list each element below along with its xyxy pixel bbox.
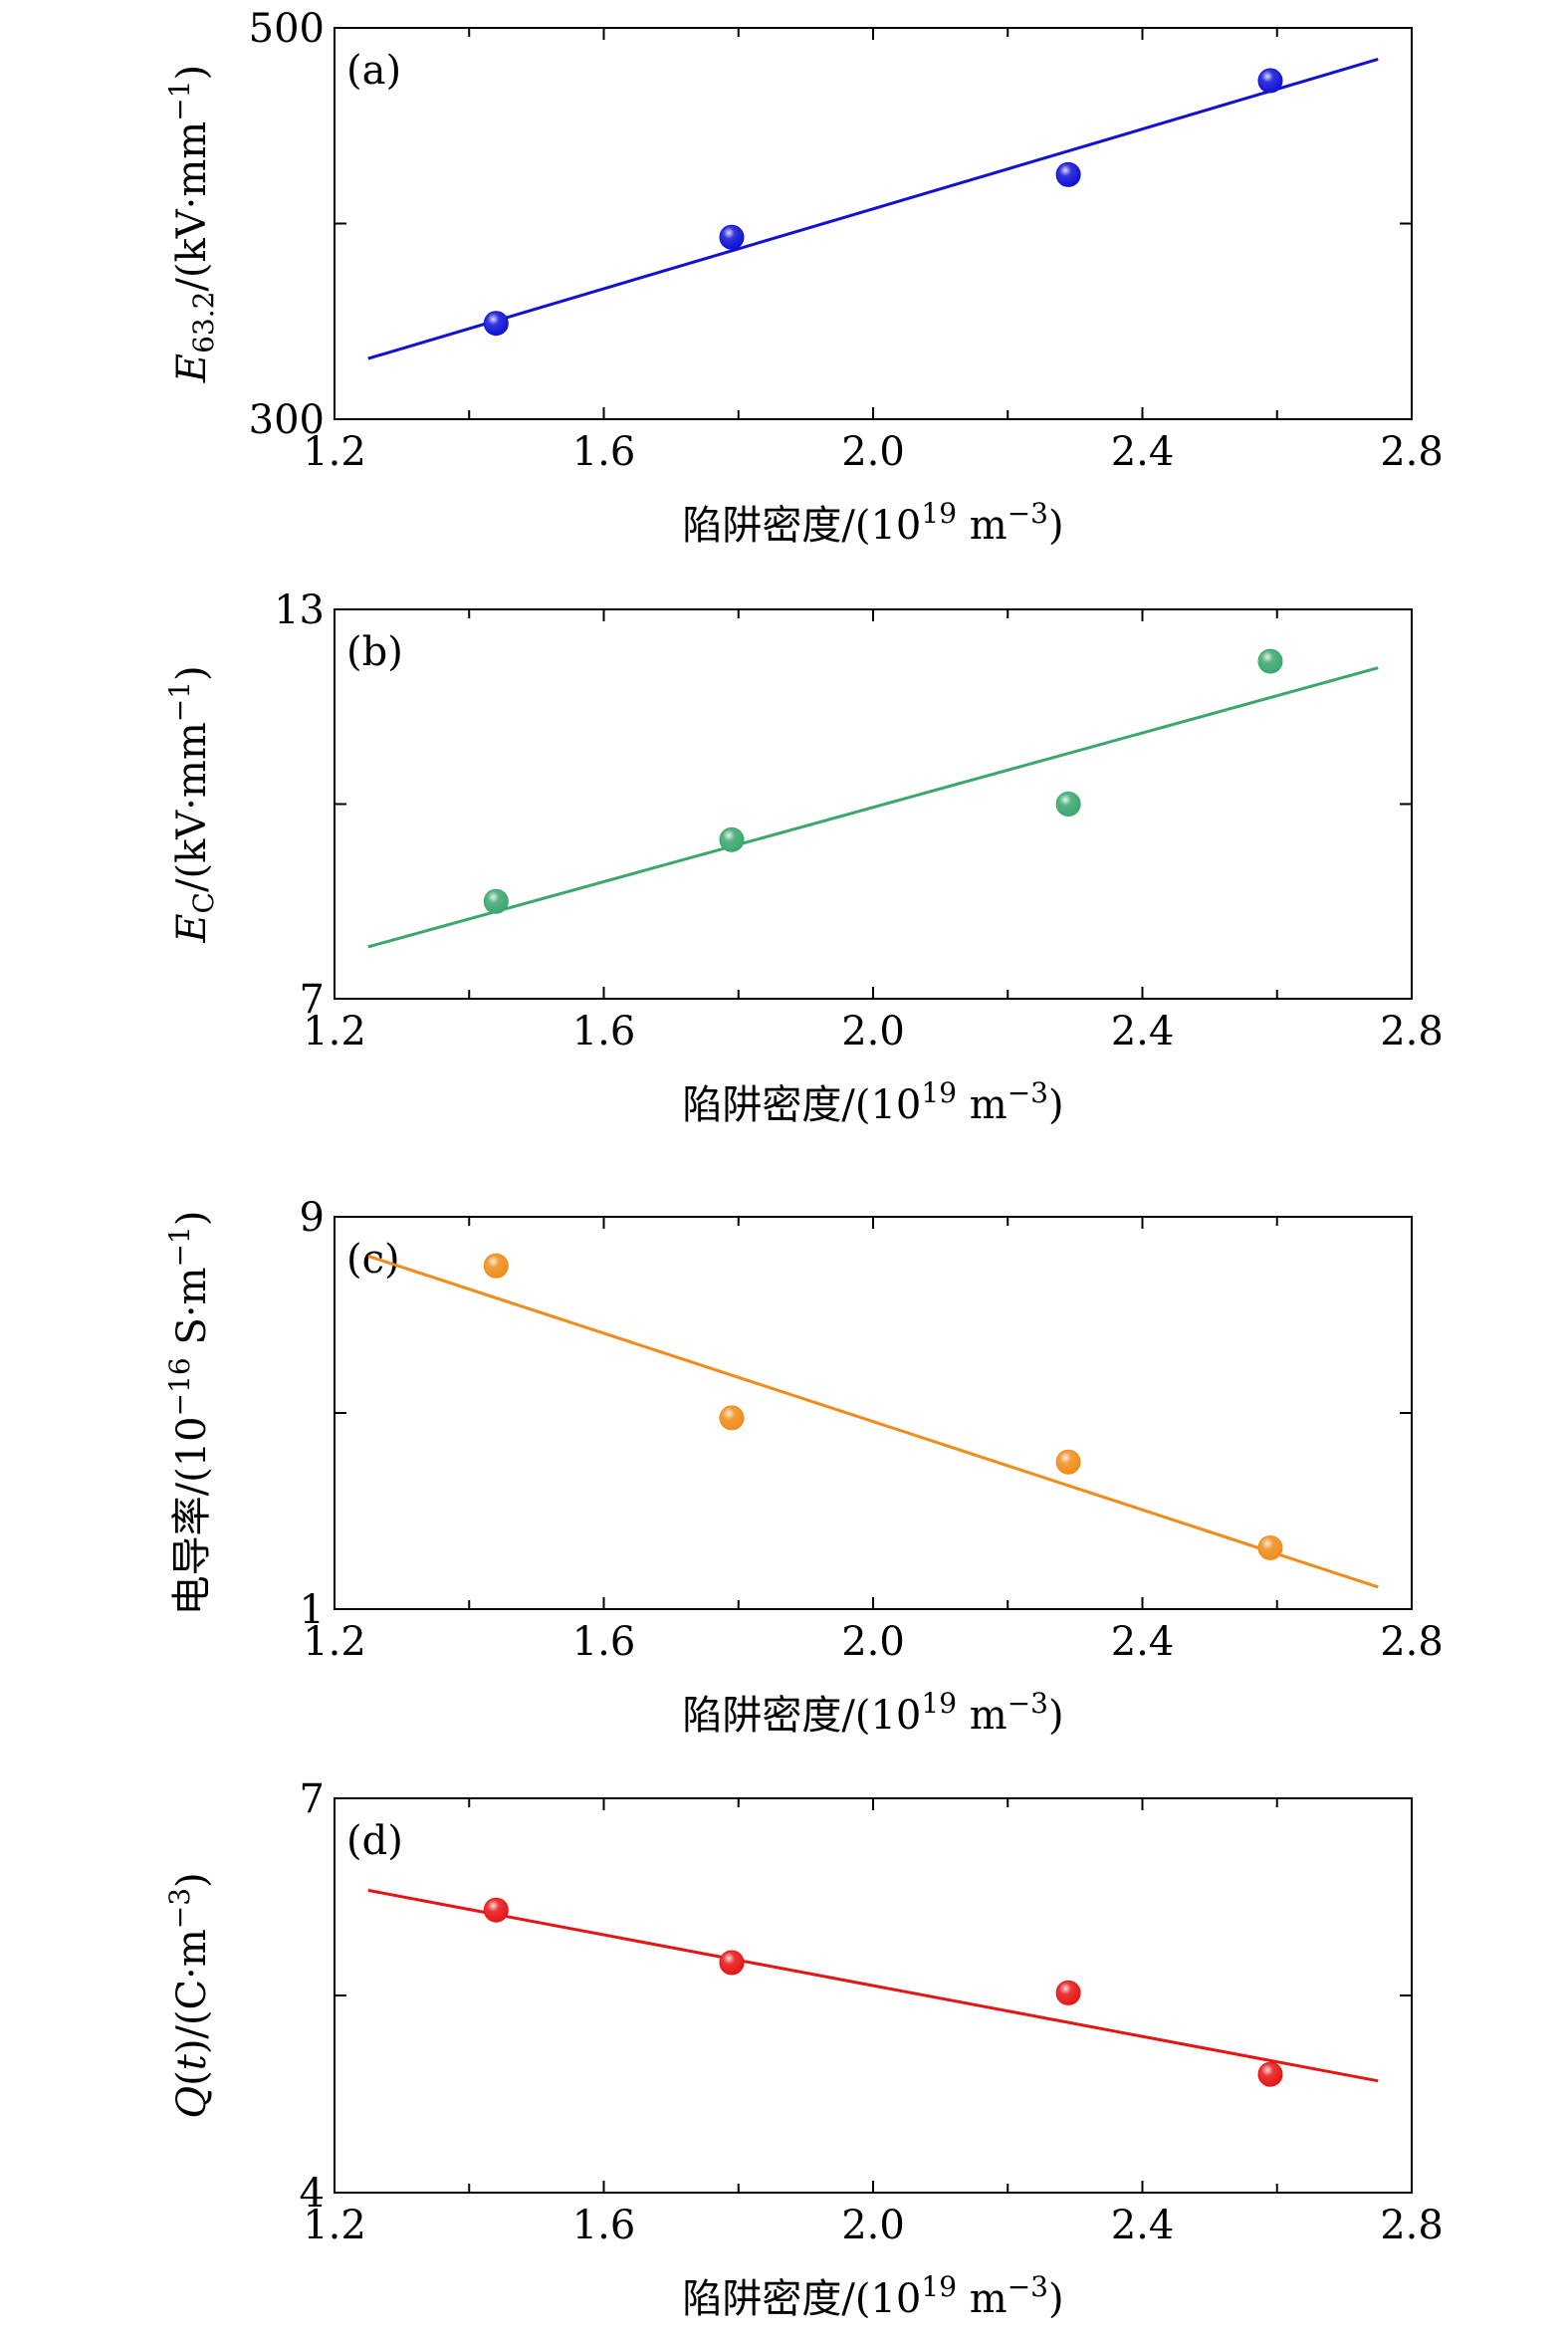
y-tick-label: 500 <box>249 6 325 52</box>
data-point <box>1257 648 1283 674</box>
fit-line <box>367 1254 1379 1589</box>
y-tick-label: 300 <box>249 397 325 443</box>
y-axis-title: EC/(kV·mm−1) <box>163 665 220 943</box>
x-tick-label: 1.2 <box>303 429 366 475</box>
data-point <box>719 1405 745 1431</box>
data-point <box>483 1253 509 1279</box>
x-tick-label: 2.0 <box>841 1619 905 1665</box>
panel-label: (a) <box>346 48 401 94</box>
data-point <box>483 888 509 914</box>
fit-line <box>367 1888 1379 2083</box>
y-tick-label: 7 <box>300 1776 325 1822</box>
chart-panel-a: 1.2 1.6 2.0 2.4 2.8 300 500 (a) 陷阱密度/(1019 m−3) E… <box>163 6 1444 549</box>
plot-frame <box>334 608 1413 1000</box>
y-tick-label: 13 <box>274 587 325 633</box>
data-point <box>1055 1449 1081 1475</box>
data-point <box>1055 161 1081 187</box>
x-tick-label: 2.4 <box>1111 1619 1175 1665</box>
x-axis-title: 陷阱密度/(1019 m−3) <box>682 2270 1063 2322</box>
x-tick-label: 1.2 <box>303 1619 366 1665</box>
x-axis-title: 陷阱密度/(1019 m−3) <box>682 497 1063 549</box>
x-tick-label: 2.4 <box>1111 429 1175 475</box>
x-tick-label: 2.0 <box>841 1009 905 1054</box>
x-tick-label: 2.8 <box>1380 1619 1444 1665</box>
x-tick-label: 2.8 <box>1380 429 1444 475</box>
panel-label: (b) <box>346 629 403 675</box>
x-tick-label: 1.6 <box>572 1619 636 1665</box>
x-tick-label: 2.8 <box>1380 2203 1444 2248</box>
panel-label: (c) <box>346 1237 400 1283</box>
data-point <box>719 1950 745 1976</box>
x-tick-label: 1.6 <box>572 1009 636 1054</box>
chart-panel-d: 1.2 1.6 2.0 2.4 2.8 4 7 (d) 陷阱密度/(1019 m−3) Q(t)/… <box>163 1776 1444 2322</box>
x-tick-label: 2.4 <box>1111 1009 1175 1054</box>
chart-panel-c: 1.2 1.6 2.0 2.4 2.8 1 9 (c) 陷阱密度/(1019 m−3) 电导率/(… <box>163 1195 1444 1739</box>
data-point <box>1257 1534 1283 1560</box>
y-tick-label: 1 <box>300 1587 325 1633</box>
x-tick-label: 1.2 <box>303 1009 366 1054</box>
data-point <box>483 1897 509 1923</box>
y-axis-title: 电导率/(10−16 S·m−1) <box>163 1211 215 1616</box>
x-tick-label: 1.2 <box>303 2203 366 2248</box>
data-point <box>483 311 509 337</box>
x-tick-label: 2.0 <box>841 429 905 475</box>
data-point <box>1055 792 1081 817</box>
data-point <box>1257 2061 1283 2087</box>
y-axis-title: Q(t)/(C·m−3) <box>163 1872 215 2118</box>
data-point <box>1055 1980 1081 2005</box>
chart-panel-b: 1.2 1.6 2.0 2.4 2.8 7 13 (b) 陷阱密度/(1019 m−3) EC/(… <box>163 587 1444 1128</box>
panel-label: (d) <box>346 1818 403 1864</box>
x-tick-label: 2.0 <box>841 2203 905 2248</box>
x-tick-label: 1.6 <box>572 429 636 475</box>
y-tick-label: 7 <box>300 977 325 1023</box>
fit-line <box>367 58 1379 360</box>
y-axis-title: E63.2/(kV·mm−1) <box>163 65 220 383</box>
fit-line <box>367 666 1379 949</box>
x-tick-label: 2.4 <box>1111 2203 1175 2248</box>
x-tick-label: 1.6 <box>572 2203 636 2248</box>
x-tick-label: 2.8 <box>1380 1009 1444 1054</box>
x-axis-title: 陷阱密度/(1019 m−3) <box>682 1687 1063 1739</box>
plot-frame <box>334 1797 1413 2194</box>
data-point <box>719 224 745 250</box>
y-tick-label: 9 <box>300 1195 325 1241</box>
data-point <box>1257 68 1283 94</box>
data-point <box>719 826 745 852</box>
y-tick-label: 4 <box>300 2171 325 2217</box>
plot-frame <box>334 27 1413 420</box>
x-axis-title: 陷阱密度/(1019 m−3) <box>682 1076 1063 1128</box>
